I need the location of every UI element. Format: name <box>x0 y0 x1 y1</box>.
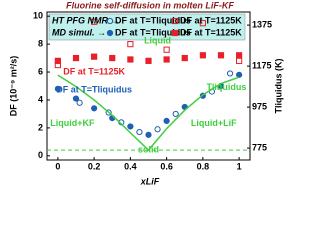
annotation: Tliquidus <box>206 82 246 92</box>
point <box>91 18 98 25</box>
point <box>54 85 61 92</box>
point <box>76 99 83 106</box>
annotation: Liquid+LiF <box>191 118 237 128</box>
point <box>163 117 170 125</box>
chart-title: Fluorine self-diffusion in molten LiF-KF <box>66 0 234 10</box>
x-tick-label: 1 <box>237 161 242 171</box>
legend-method: MD simul. → <box>52 27 106 37</box>
point <box>136 128 143 136</box>
x-tick-label: 0.4 <box>124 161 137 171</box>
x-tick-label: 0.6 <box>160 161 173 171</box>
y2-tick-label: 775 <box>252 142 267 152</box>
legend-marker <box>171 17 179 25</box>
point <box>127 123 134 130</box>
point <box>154 126 161 133</box>
legend-label: DF at T=Tliquidus <box>115 15 191 25</box>
legend-marker <box>106 29 114 37</box>
point <box>91 105 98 112</box>
point <box>217 52 225 59</box>
point <box>226 70 234 77</box>
legend-label: DF at T=1125K <box>180 27 242 37</box>
annotation: Liquid+KF <box>50 118 95 128</box>
y-tick-label: 0 <box>38 150 43 160</box>
x-tick-label: 0 <box>55 161 60 171</box>
point <box>109 54 116 62</box>
y-tick-label: 8 <box>38 38 43 48</box>
y-tick-label: 10 <box>33 11 43 21</box>
point <box>105 109 112 116</box>
y2-tick-label: 1375 <box>252 19 272 29</box>
y-tick-label: 4 <box>38 94 43 104</box>
annotation: Liquid <box>144 36 171 46</box>
point <box>127 56 134 63</box>
point <box>72 54 80 62</box>
legend-label: DF at T=Tliquidus <box>115 27 191 37</box>
point <box>172 110 179 118</box>
legend-marker <box>106 17 114 25</box>
x-tick-label: 0.8 <box>197 161 210 171</box>
annotation: solid <box>138 145 159 155</box>
x-tick-label: 0.2 <box>88 161 101 171</box>
y-tick-label: 2 <box>38 122 43 132</box>
point <box>236 57 243 64</box>
x-axis-label: xLiF <box>140 176 160 186</box>
point <box>163 46 170 53</box>
annotation: DF at T=Tliquidus <box>56 85 132 95</box>
point <box>91 53 98 60</box>
legend-box <box>48 13 246 41</box>
legend-label: DF at T=1125K <box>180 15 242 25</box>
point <box>145 131 152 138</box>
point <box>181 54 188 62</box>
y2-tick-label: 975 <box>252 101 267 111</box>
y2-axis-label: Tliquidus (K) <box>273 59 283 114</box>
point <box>236 52 243 59</box>
chart: Fluorine self-diffusion in molten LiF-KF… <box>8 0 283 186</box>
point <box>145 57 152 64</box>
plot-frame <box>46 11 251 161</box>
point <box>199 20 206 27</box>
legend-marker <box>171 29 179 37</box>
y2-tick-label: 1175 <box>252 60 272 70</box>
legend-method: HT PFG NMR → <box>52 15 120 25</box>
liquidus-line <box>57 74 240 152</box>
point <box>54 57 61 64</box>
point <box>127 41 134 48</box>
point <box>72 95 80 102</box>
annotation: DF at T=1125K <box>63 66 125 76</box>
point <box>236 71 243 78</box>
point <box>199 52 206 59</box>
point <box>163 56 170 63</box>
y-tick-label: 6 <box>38 66 43 76</box>
y-axis-label: DF (10⁻⁹ m²/s) <box>8 56 18 117</box>
